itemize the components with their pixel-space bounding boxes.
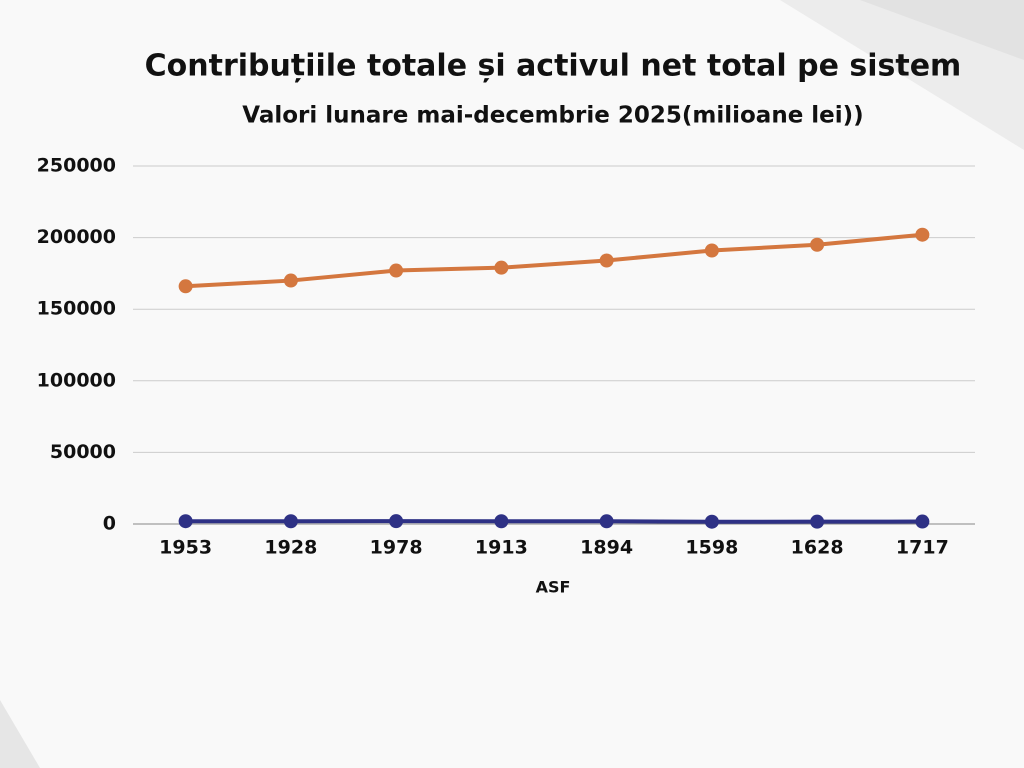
data-point xyxy=(494,514,509,529)
chart-title: Contribuțiile totale și activul net tota… xyxy=(145,49,962,84)
decor xyxy=(860,0,1024,60)
data-point xyxy=(599,514,614,529)
x-tick-label: 1978 xyxy=(370,537,423,559)
y-tick-label: 200000 xyxy=(37,226,116,248)
data-point xyxy=(389,514,404,529)
data-point xyxy=(599,253,614,268)
data-point xyxy=(178,279,193,294)
data-point xyxy=(915,227,930,242)
decor xyxy=(0,700,40,768)
data-point xyxy=(283,273,298,288)
series-line xyxy=(185,519,923,524)
y-tick-label: 0 xyxy=(103,513,116,535)
chart-subtitle: Valori lunare mai-decembrie 2025(milioan… xyxy=(242,103,863,129)
data-point xyxy=(494,260,509,275)
data-point xyxy=(704,243,719,258)
data-point xyxy=(283,514,298,529)
data-point xyxy=(704,514,719,529)
data-point xyxy=(389,263,404,278)
data-point xyxy=(810,514,825,529)
data-point xyxy=(915,514,930,529)
data-point xyxy=(810,237,825,252)
y-tick-label: 50000 xyxy=(50,441,116,463)
data-point xyxy=(178,514,193,529)
x-tick-label: 1913 xyxy=(475,537,528,559)
x-tick-label: 1928 xyxy=(264,537,317,559)
x-tick-label: 1894 xyxy=(580,537,633,559)
y-tick-label: 250000 xyxy=(37,155,116,177)
x-tick-label: 1628 xyxy=(791,537,844,559)
x-tick-label: 1598 xyxy=(685,537,738,559)
y-tick-label: 150000 xyxy=(37,298,116,320)
x-tick-label: 1953 xyxy=(159,537,212,559)
x-axis-label: ASF xyxy=(536,578,571,597)
x-tick-label: 1717 xyxy=(896,537,949,559)
y-tick-label: 100000 xyxy=(37,369,116,391)
series-line xyxy=(185,232,923,289)
